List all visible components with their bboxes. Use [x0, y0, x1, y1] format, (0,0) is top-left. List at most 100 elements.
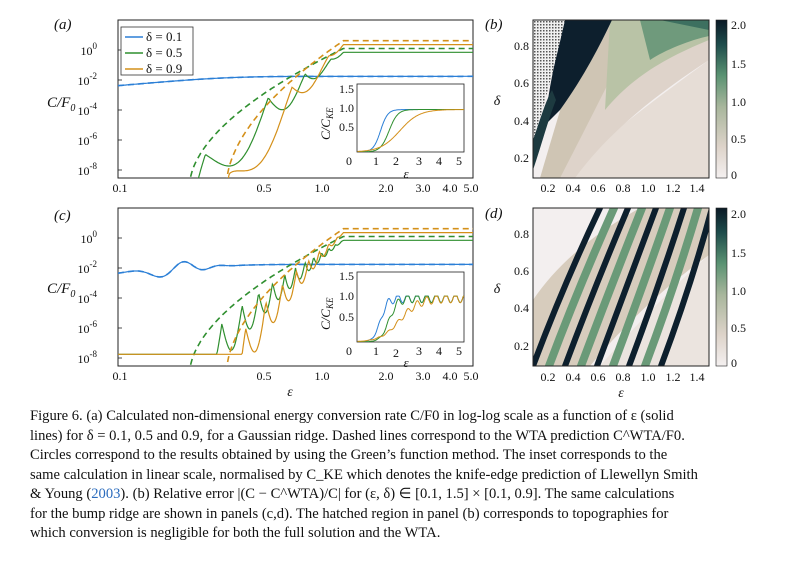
inset-a-ytick-1-5: 1.5 [339, 82, 354, 96]
panel-c-ylabel-text: C/F [47, 281, 71, 297]
c-ytick-exp-0: 0 [93, 229, 98, 239]
d-xtick-1-2: 1.2 [666, 370, 681, 384]
panel-d-heatmap [533, 208, 709, 366]
citation-link[interactable]: 2003 [91, 486, 121, 502]
panel-a-yticks: 100 10-2 10-4 10-6 10-8 [78, 41, 122, 178]
panel-b-colorbar: 2.0 1.5 1.0 0.5 0 [715, 18, 746, 182]
panel-a-ylabel-sub: 0 [70, 103, 75, 114]
inset-a-ylabel-text: C/C [318, 119, 333, 140]
panel-a-ylabel: C/F0 [47, 95, 75, 114]
panel-d-frame [532, 207, 710, 367]
a-xtick-4: 3.0 [416, 181, 431, 195]
panel-d-colorbar: 2.0 1.5 1.0 0.5 0 [715, 207, 746, 370]
c-xtick-2: 1.0 [315, 369, 330, 383]
c-ytick-3: 10-6 [78, 319, 98, 336]
panel-c-label: (c) [54, 208, 71, 224]
panel-d-ylabel: δ [494, 282, 501, 297]
inset-a-ytick-0-5: 0.5 [339, 120, 354, 134]
panel-c-curves [118, 227, 473, 366]
panel-a-frame [117, 19, 474, 179]
a-ytick-4: 10-8 [78, 161, 98, 178]
a-ytick-exp-2: -4 [90, 101, 98, 111]
caption-line-5a: & Young ( [30, 486, 92, 502]
a-xtick-1: 0.5 [257, 181, 272, 195]
c-ytick-exp-1: -2 [90, 259, 98, 269]
caption-line-5b: ). (b) Relative error |(C − C^WTA)/C| fo… [120, 486, 675, 502]
c-xtick-5: 4.0 [443, 369, 458, 383]
panel-c-inset: 1.5 1.0 0.5 0 1 2 3 4 5 ε C/CKE [318, 269, 465, 370]
inset-c-xlabel: ε [403, 355, 409, 370]
panel-a-xticks: 0.1 0.5 1.0 2.0 3.0 4.0 5.0 [113, 181, 479, 195]
d-cbar-1-0: 1.0 [731, 284, 746, 298]
inset-a-ylabel-sub: KE [325, 107, 335, 120]
panel-a-curves [118, 39, 473, 178]
b-xtick-1-4: 1.4 [690, 181, 705, 195]
d-ytick-0-4: 0.4 [514, 301, 529, 315]
inset-c-ytick-1-5: 1.5 [339, 269, 354, 283]
a-ytick-2: 10-4 [78, 101, 98, 118]
d-cbar-0-5: 0.5 [731, 321, 746, 335]
d-stripe-8 [658, 208, 709, 366]
a-ytick-0: 100 [81, 41, 98, 58]
legend-delta-0-5: δ = 0.5 [146, 45, 182, 60]
caption-line-2: lines) for δ = 0.1, 0.5 and 0.9, for a G… [30, 427, 685, 444]
d-xtick-0-4: 0.4 [566, 370, 581, 384]
panel-c-ylabel: C/F0 [47, 281, 75, 300]
c-xtick-1: 0.5 [257, 369, 272, 383]
d-ytick-0-8: 0.8 [514, 227, 529, 241]
panel-a-label: (a) [54, 17, 72, 33]
c-ytick-exp-3: -6 [90, 319, 98, 329]
inset-c-xtick-3: 3 [416, 344, 422, 358]
c-ytick-exp-4: -8 [90, 349, 98, 359]
inset-a-ytick-1-0: 1.0 [339, 101, 354, 115]
c-curves-solid-delta-0-9 [118, 232, 473, 355]
panel-c-xticks: 0.1 0.5 1.0 2.0 3.0 4.0 5.0 [113, 369, 479, 383]
d-xtick-0-2: 0.2 [541, 370, 556, 384]
inset-a-xtick-2: 2 [393, 154, 399, 168]
c-ytick-0: 100 [81, 229, 98, 246]
inset-c-ylabel: C/CKE [318, 297, 335, 330]
inset-c-ylabel-sub: KE [325, 297, 335, 310]
b-cbar-1-5: 1.5 [731, 57, 746, 71]
c-curves-dashed-delta-0-9 [226, 227, 473, 366]
d-stripe-4 [594, 208, 659, 366]
d-stripe-5 [609, 208, 674, 366]
a-curves-solid-delta-0-9 [227, 44, 473, 178]
panel-b-ylabel: δ [494, 94, 501, 109]
d-cbar-1-5: 1.5 [731, 246, 746, 260]
inset-c-ytick-0-5: 0.5 [339, 310, 354, 324]
inset-c-ytick-1-0: 1.0 [339, 289, 354, 303]
panel-d-label: (d) [485, 206, 503, 222]
d-stripe-3 [577, 208, 646, 366]
d-cbar-0: 0 [731, 356, 737, 370]
panel-c-inset-xticks: 0 1 2 3 4 5 ε [346, 344, 462, 370]
caption-line-5: & Young (2003). (b) Relative error |(C −… [30, 485, 774, 505]
d-xtick-0-8: 0.8 [616, 370, 631, 384]
b-xtick-0-2: 0.2 [541, 181, 556, 195]
c-xtick-0: 0.1 [113, 369, 128, 383]
svg-text:C/F0: C/F0 [47, 95, 75, 114]
a-ytick-3: 10-6 [78, 131, 98, 148]
b-ytick-0-8: 0.8 [514, 39, 529, 53]
panel-d: (d) δ 0.8 0.6 0.4 0.2 0.2 0.4 0.6 0.8 1.… [485, 206, 746, 400]
a-xtick-2: 1.0 [315, 181, 330, 195]
a-ytick-exp-3: -6 [90, 131, 98, 141]
c-ytick-4: 10-8 [78, 349, 98, 366]
c-xtick-4: 3.0 [416, 369, 431, 383]
inset-c-xtick-2: 2 [393, 346, 399, 360]
inset-c-xtick-1: 1 [373, 344, 379, 358]
a-xtick-0: 0.1 [113, 181, 128, 195]
c-ytick-1: 10-2 [78, 259, 98, 276]
panel-c-yticks: 100 10-2 10-4 10-6 10-8 [78, 229, 122, 366]
b-cbar-1-0: 1.0 [731, 95, 746, 109]
d-stripe-6 [626, 208, 687, 366]
caption-line-1: Figure 6. (a) Calculated non-dimensional… [30, 408, 674, 424]
svg-text:C/F0: C/F0 [47, 281, 75, 300]
inset-a-xtick-0: 0 [346, 154, 352, 168]
c-ytick-exp-2: -4 [90, 289, 98, 299]
panel-a-inset: 1.5 1.0 0.5 0 1 2 3 4 5 ε C/CKE [318, 82, 465, 181]
a-ytick-exp-0: 0 [93, 41, 98, 51]
d-stripe-0 [533, 208, 603, 366]
